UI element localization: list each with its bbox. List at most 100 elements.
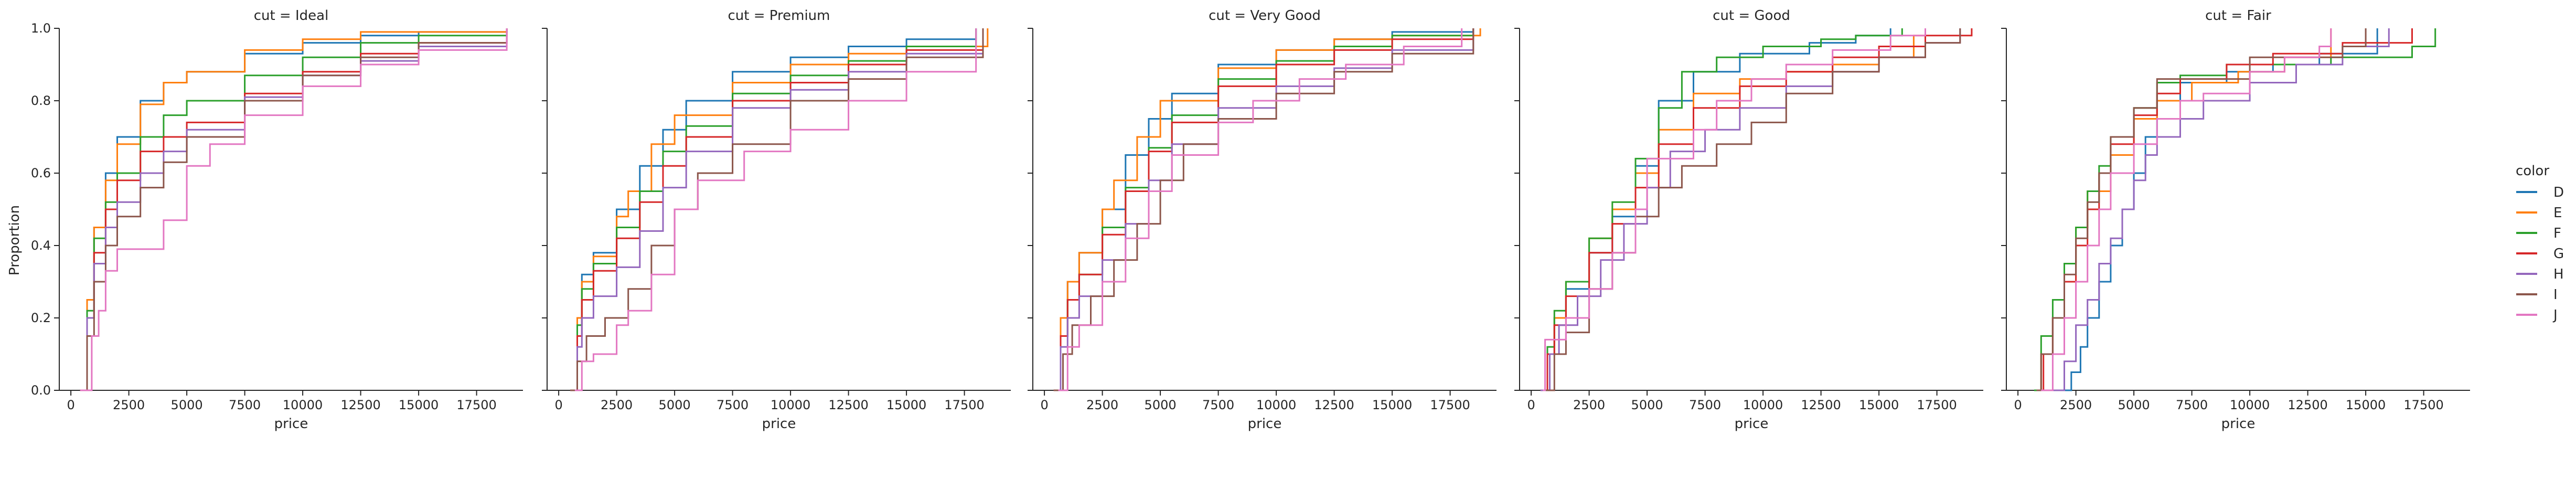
x-tick-label: 12500 (340, 398, 380, 412)
x-tick-label: 5000 (659, 398, 691, 412)
y-tick-label: 0.6 (31, 166, 51, 180)
x-tick-label: 2500 (601, 398, 633, 412)
legend-label-H: H (2553, 267, 2564, 282)
series-line-F (80, 28, 508, 391)
x-axis-label: price (1735, 416, 1769, 432)
x-tick-label: 5000 (1145, 398, 1177, 412)
x-tick-label: 10000 (1743, 398, 1783, 412)
x-tick-label: 5000 (2118, 398, 2150, 412)
x-tick-label: 17500 (2403, 398, 2443, 412)
legend-label-F: F (2553, 226, 2561, 241)
x-tick-label: 0 (554, 398, 562, 412)
x-axis-label: price (1248, 416, 1282, 432)
x-tick-label: 0 (67, 398, 74, 412)
series-line-D (1053, 28, 1474, 391)
legend-label-J: J (2552, 307, 2558, 323)
x-tick-label: 10000 (283, 398, 323, 412)
x-tick-label: 0 (1527, 398, 1535, 412)
facet-5: cut = Fair 0 2500 5000 7500 10000 12500 15000 17… (2001, 8, 2470, 432)
series-line-J (1058, 28, 1463, 391)
x-tick-label: 12500 (1801, 398, 1841, 412)
facet-2: cut = Premium 0 2500 5000 7500 10000 12500 1500… (542, 8, 1011, 432)
facet-title: cut = Very Good (1209, 8, 1321, 24)
x-tick-label: 2500 (113, 398, 145, 412)
x-tick-label: 17500 (944, 398, 984, 412)
x-tick-label: 0 (2014, 398, 2022, 412)
x-axis-label: price (762, 416, 796, 432)
x-tick-label: 7500 (717, 398, 749, 412)
series-line-H (570, 28, 984, 391)
x-tick-label: 15000 (2346, 398, 2386, 412)
facet-1: cut = Ideal 0.0 0.2 0.4 0.6 0.8 1.0 0 2500 5000 75… (31, 8, 523, 432)
x-axis-label: price (2221, 416, 2256, 432)
x-axis-label: price (274, 416, 308, 432)
x-tick-label: 7500 (2176, 398, 2208, 412)
legend-label-E: E (2553, 205, 2562, 221)
x-tick-label: 2500 (1086, 398, 1118, 412)
series-line-E (80, 28, 508, 391)
series-line-D (1540, 28, 1891, 391)
x-tick-label: 7500 (1689, 398, 1721, 412)
y-axis-label: Proportion (7, 205, 23, 275)
x-tick-label: 10000 (1256, 398, 1296, 412)
y-tick-label: 0.2 (31, 311, 51, 325)
y-tick-label: 0.4 (31, 238, 51, 253)
series-line-E (570, 28, 989, 391)
series-line-J (2041, 28, 2332, 391)
facets: cut = Ideal 0.0 0.2 0.4 0.6 0.8 1.0 0 2500 5000 75… (31, 8, 2470, 432)
y-tick-label: 0.8 (31, 93, 51, 108)
x-tick-label: 17500 (1917, 398, 1957, 412)
series-line-J (575, 28, 977, 391)
facet-title: cut = Good (1713, 8, 1790, 24)
x-tick-label: 12500 (828, 398, 868, 412)
legend-label-I: I (2553, 287, 2558, 303)
x-tick-label: 2500 (2060, 398, 2092, 412)
x-tick-label: 7500 (1202, 398, 1234, 412)
facet-title: cut = Fair (2205, 8, 2271, 24)
x-tick-label: 0 (1040, 398, 1048, 412)
series-line-D (80, 28, 508, 391)
x-tick-label: 12500 (1314, 398, 1354, 412)
series-line-H (80, 28, 508, 391)
x-tick-label: 15000 (1859, 398, 1899, 412)
series-line-I (80, 28, 508, 391)
y-tick-label: 0.0 (31, 383, 51, 398)
x-tick-label: 10000 (2230, 398, 2270, 412)
facet-4: cut = Good 0 2500 5000 7500 10000 12500 15000 17… (1514, 8, 1983, 432)
series-line-D (570, 28, 977, 391)
facet-3: cut = Very Good 0 2500 5000 7500 10000 12500 15… (1028, 8, 1497, 432)
series-line-H (1053, 28, 1474, 391)
series-line-H (1540, 28, 1961, 391)
series-line-E (1053, 28, 1481, 391)
x-tick-label: 10000 (771, 398, 810, 412)
legend-label-G: G (2553, 246, 2564, 262)
x-tick-label: 5000 (1631, 398, 1663, 412)
series-line-H (2053, 28, 2390, 391)
x-tick-label: 17500 (1430, 398, 1470, 412)
series-line-G (570, 28, 984, 391)
series-line-E (1540, 28, 1926, 391)
series-line-G (1540, 28, 1973, 391)
x-tick-label: 15000 (886, 398, 926, 412)
x-tick-label: 15000 (399, 398, 439, 412)
x-tick-label: 7500 (229, 398, 261, 412)
x-tick-label: 17500 (456, 398, 496, 412)
x-tick-label: 15000 (1372, 398, 1412, 412)
series-line-I (1543, 28, 1961, 391)
facet-title: cut = Ideal (254, 8, 329, 24)
x-tick-label: 2500 (1573, 398, 1605, 412)
x-tick-label: 5000 (171, 398, 203, 412)
y-tick-label: 1.0 (31, 21, 51, 36)
series-line-I (1053, 28, 1474, 391)
series-line-G (80, 28, 508, 391)
legend-label-D: D (2553, 185, 2564, 200)
x-tick-label: 12500 (2288, 398, 2327, 412)
series-line-J (80, 28, 508, 391)
series-line-G (1053, 28, 1474, 391)
series-line-F (570, 28, 977, 391)
facet-title: cut = Premium (728, 8, 830, 24)
series-line-J (1543, 28, 1926, 391)
